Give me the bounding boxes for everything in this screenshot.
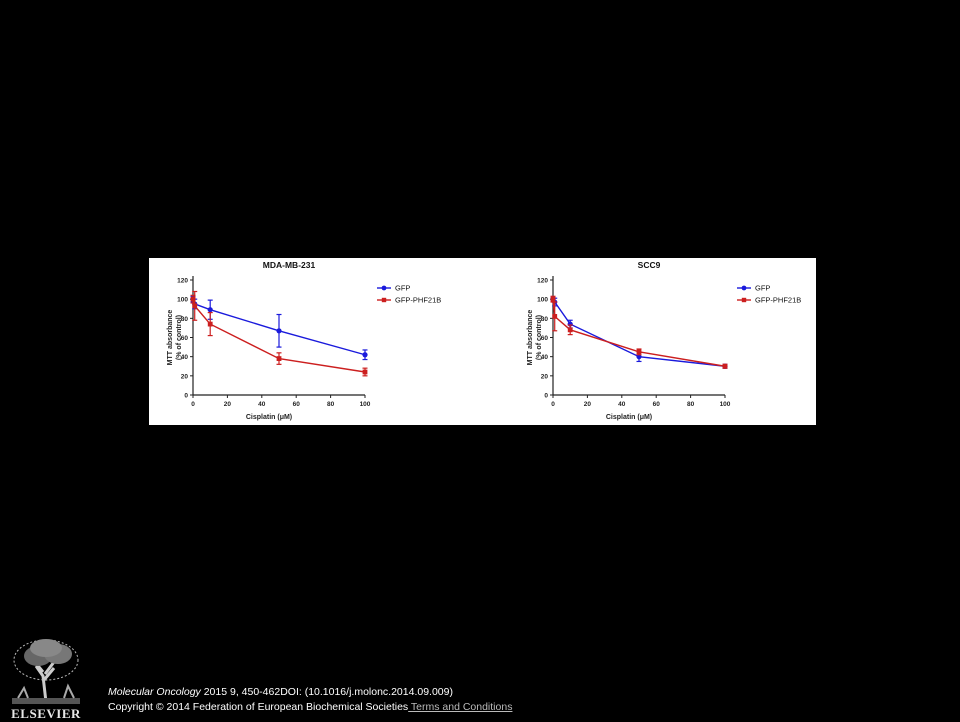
- copyright-line: Copyright © 2014 Federation of European …: [108, 700, 512, 715]
- x-axis-label: Cisplatin (μM): [606, 414, 652, 421]
- legend-marker: [381, 285, 387, 291]
- x-tick-label: 80: [687, 401, 695, 408]
- y-tick-label: 0: [544, 393, 548, 400]
- publisher-logo: ELSEVIER: [8, 636, 84, 721]
- y-axis-label-units: (% of control): [176, 315, 183, 360]
- y-tick-label: 80: [541, 316, 549, 323]
- data-point: [276, 328, 282, 334]
- y-tick-label: 100: [177, 297, 188, 304]
- data-point: [207, 321, 213, 327]
- data-point: [722, 363, 728, 369]
- y-tick-label: 0: [184, 393, 188, 400]
- data-point: [550, 296, 556, 302]
- data-point: [636, 354, 642, 360]
- data-point: [362, 369, 368, 375]
- citation-line: Molecular Oncology 2015 9, 450-462DOI: (…: [108, 685, 512, 700]
- citation-detail: 2015 9, 450-462DOI: (10.1016/j.molonc.20…: [200, 686, 453, 698]
- x-tick-label: 20: [224, 401, 232, 408]
- citation-block: Molecular Oncology 2015 9, 450-462DOI: (…: [108, 685, 512, 715]
- legend-label: GFP: [755, 284, 770, 293]
- x-tick-label: 100: [360, 401, 371, 408]
- y-tick-label: 120: [177, 278, 188, 285]
- data-point: [192, 303, 198, 309]
- y-tick-label: 60: [541, 335, 549, 342]
- y-tick-label: 40: [541, 354, 549, 361]
- x-tick-label: 80: [327, 401, 335, 408]
- y-tick-label: 40: [181, 354, 189, 361]
- chart-figure: MDA-MB-231 0 20 40 60 80 100 120 0 20 40 60 80 100 Cis…: [167, 260, 801, 421]
- x-tick-label: 20: [584, 401, 592, 408]
- legend-label: GFP-PHF21B: [395, 296, 441, 305]
- data-point: [636, 349, 642, 355]
- x-tick-label: 0: [551, 401, 555, 408]
- y-tick-label: 120: [537, 278, 548, 285]
- data-point: [276, 356, 282, 361]
- publisher-wordmark: ELSEVIER: [11, 706, 81, 721]
- data-point: [567, 327, 573, 333]
- x-tick-label: 60: [293, 401, 301, 408]
- x-tick-label: 40: [618, 401, 626, 408]
- x-tick-label: 40: [258, 401, 266, 408]
- data-point: [362, 352, 368, 358]
- copyright-text: Copyright © 2014 Federation of European …: [108, 701, 409, 713]
- x-axis-label: Cisplatin (μM): [246, 414, 292, 421]
- y-axis-label: MTT absorbance: [167, 310, 174, 366]
- legend-label: GFP: [395, 284, 410, 293]
- legend-marker: [741, 297, 747, 303]
- legend-label: GFP-PHF21B: [755, 296, 801, 305]
- data-point: [552, 314, 558, 319]
- journal-name: Molecular Oncology: [108, 686, 201, 698]
- tree-logo-icon: [8, 636, 84, 706]
- y-tick-label: 60: [181, 335, 189, 342]
- figure-panel: MDA-MB-231 0 20 40 60 80 100 120 0 20 40 60 80 100 Cis…: [149, 258, 816, 425]
- legend-marker: [381, 297, 387, 303]
- chart-title: MDA-MB-231: [263, 260, 316, 270]
- terms-link[interactable]: Terms and Conditions: [408, 701, 513, 713]
- x-tick-label: 0: [191, 401, 195, 408]
- y-tick-label: 80: [181, 316, 189, 323]
- y-tick-label: 100: [537, 297, 548, 304]
- y-tick-label: 20: [541, 373, 549, 380]
- x-tick-label: 60: [653, 401, 661, 408]
- y-axis-label-units: (% of control): [536, 315, 543, 360]
- y-axis-label: MTT absorbance: [527, 310, 534, 366]
- data-point: [207, 307, 213, 313]
- legend-marker: [741, 285, 747, 291]
- x-tick-label: 100: [720, 401, 731, 408]
- chart-title: SCC9: [638, 260, 661, 270]
- data-point: [190, 296, 196, 302]
- y-tick-label: 20: [181, 373, 189, 380]
